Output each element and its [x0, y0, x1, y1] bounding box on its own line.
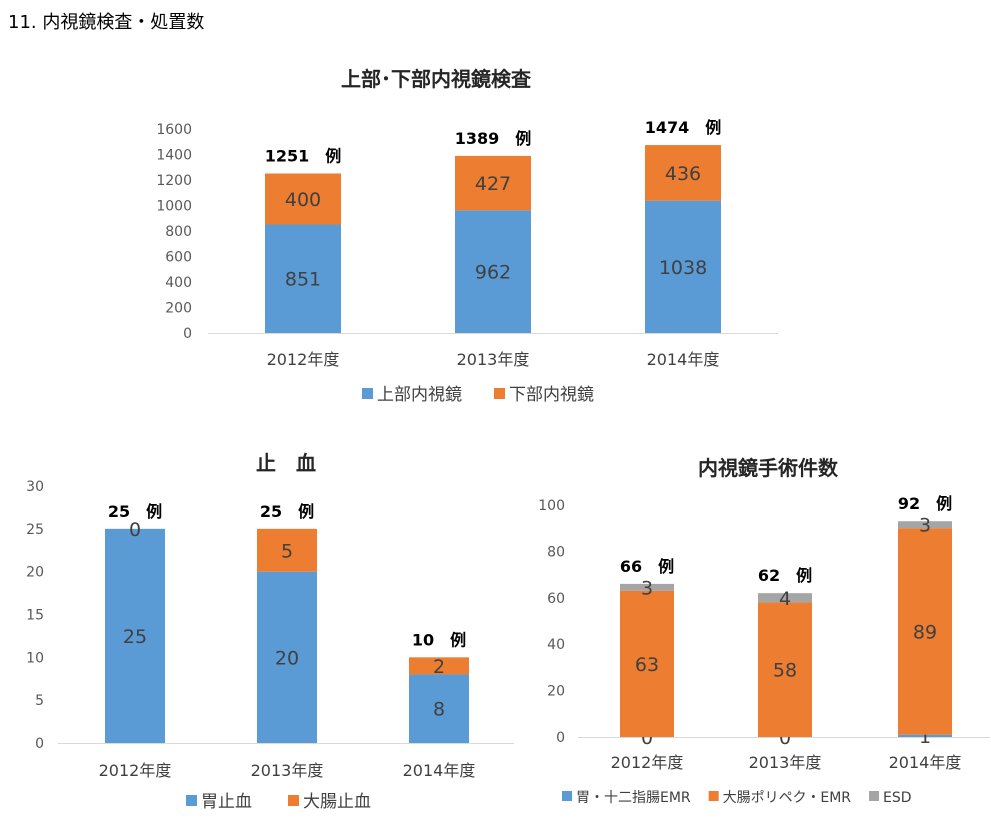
hemostasis-ytick-1: 5 [35, 693, 44, 709]
surgery-value-label-2-2: 3 [919, 515, 931, 537]
surgery-bar-0-series-2 [620, 583, 674, 591]
endoscopy-value-label-2-1: 436 [665, 163, 701, 185]
endoscopy-ytick-2: 400 [165, 275, 192, 291]
hemostasis-bar-0-series-0 [105, 528, 165, 743]
hemostasis-value-label-1-1: 5 [281, 540, 293, 562]
endoscopy-legend-label-1: 下部内視鏡 [509, 385, 594, 405]
surgery-legend-label-2: ESD [883, 790, 912, 806]
endoscopy-value-label-1-0: 962 [475, 262, 511, 284]
endoscopy-bar-2-series-0 [645, 200, 721, 333]
hemostasis-legend-swatch-0 [186, 795, 197, 806]
endoscopy-value-label-2-0: 1038 [659, 257, 707, 279]
surgery-total-label-0: 66 例 [620, 557, 674, 576]
surgery-category-2: 2014年度 [889, 753, 962, 772]
endoscopy-ytick-0: 0 [183, 326, 192, 342]
hemostasis-value-label-2-1: 2 [433, 656, 445, 678]
surgery-legend-swatch-0 [562, 791, 572, 801]
surgery-category-0: 2012年度 [611, 753, 684, 772]
hemostasis-total-label-0: 25 例 [108, 502, 162, 521]
page-title: 11. 内視鏡検査・処置数 [8, 12, 205, 33]
hemostasis-value-label-0-1: 0 [129, 519, 141, 541]
endoscopy-total-label-0: 1251 例 [265, 146, 342, 165]
hemostasis-ytick-2: 10 [26, 650, 44, 666]
endoscopy-ytick-5: 1000 [156, 199, 192, 215]
hemostasis-ytick-6: 30 [26, 479, 44, 495]
surgery-category-1: 2013年度 [749, 753, 822, 772]
hemostasis-category-2: 2014年度 [403, 761, 476, 780]
surgery-ytick-3: 60 [547, 591, 565, 607]
endoscopy-ytick-6: 1200 [156, 173, 192, 189]
hemostasis-total-label-1: 25 例 [260, 502, 314, 521]
surgery-bar-0-series-1 [620, 590, 674, 737]
surgery-ytick-1: 20 [547, 684, 565, 700]
hemostasis-title: 止 血 [256, 451, 316, 475]
endoscopy-legend-swatch-0 [362, 388, 373, 399]
surgery-ytick-2: 40 [547, 637, 565, 653]
hemostasis-ytick-5: 25 [26, 522, 44, 538]
endoscopy-ytick-3: 600 [165, 250, 192, 266]
endoscopy-value-label-1-1: 427 [475, 173, 511, 195]
hemostasis-legend-label-0: 胃止血 [201, 792, 252, 812]
surgery-total-label-2: 92 例 [898, 494, 952, 513]
hemostasis-ytick-4: 20 [26, 565, 44, 581]
surgery-value-label-1-2: 4 [779, 588, 791, 610]
surgery-total-label-1: 62 例 [758, 566, 812, 585]
hemostasis-category-0: 2012年度 [99, 761, 172, 780]
hemostasis-ytick-3: 15 [26, 608, 44, 624]
endoscopy-value-label-0-1: 400 [285, 189, 321, 211]
endoscopy-ytick-7: 1400 [156, 148, 192, 164]
endoscopy-category-0: 2012年度 [267, 350, 340, 369]
hemostasis-value-label-0-0: 25 [123, 626, 147, 648]
surgery-value-label-2-1: 89 [913, 621, 937, 643]
hemostasis-legend-label-1: 大腸止血 [303, 792, 371, 812]
surgery-legend-swatch-1 [708, 791, 719, 801]
surgery-legend-label-0: 胃・十二指腸EMR [576, 790, 691, 806]
surgery-legend-label-1: 大腸ポリペク・EMR [723, 790, 852, 806]
endoscopy-total-label-2: 1474 例 [645, 118, 722, 137]
hemostasis-category-1: 2013年度 [251, 761, 324, 780]
surgery-bar-2-series-0 [898, 734, 952, 737]
surgery-value-label-0-1: 63 [635, 654, 659, 676]
endoscopy-total-label-1: 1389 例 [455, 129, 532, 148]
hemostasis-value-label-1-0: 20 [275, 647, 299, 669]
endoscopy-bar-0-series-0 [265, 224, 341, 333]
endoscopy-bar-2-series-1 [645, 145, 721, 201]
hemostasis-ytick-0: 0 [35, 736, 44, 752]
surgery-value-label-0-2: 3 [641, 577, 653, 599]
surgery-bar-2-series-2 [898, 521, 952, 529]
hemostasis-bar-1-series-0 [257, 571, 317, 743]
endoscopy-legend-swatch-1 [494, 388, 505, 399]
hemostasis-value-label-2-0: 8 [433, 699, 445, 721]
hemostasis-bar-2-series-0 [409, 674, 469, 743]
hemostasis-total-label-2: 10 例 [412, 630, 466, 649]
endoscopy-ytick-4: 800 [165, 224, 192, 240]
hemostasis-legend-swatch-1 [288, 795, 299, 806]
endoscopy-value-label-0-0: 851 [285, 269, 321, 291]
endoscopy-bar-1-series-0 [455, 210, 531, 333]
endoscopy-title: 上部･下部内視鏡検査 [341, 67, 531, 91]
endoscopy-category-2: 2014年度 [647, 350, 720, 369]
surgery-bar-1-series-2 [758, 593, 812, 603]
surgery-bar-2-series-1 [898, 528, 952, 735]
surgery-title: 内視鏡手術件数 [698, 456, 839, 480]
hemostasis-bar-1-series-1 [257, 528, 317, 572]
endoscopy-legend-label-0: 上部内視鏡 [377, 385, 462, 405]
surgery-ytick-4: 80 [547, 544, 565, 560]
endoscopy-category-1: 2013年度 [457, 350, 530, 369]
hemostasis-bar-2-series-1 [409, 657, 469, 675]
surgery-legend-swatch-2 [869, 791, 880, 801]
endoscopy-bar-1-series-1 [455, 155, 531, 211]
surgery-value-label-1-1: 58 [773, 660, 797, 682]
endoscopy-bar-0-series-1 [265, 173, 341, 225]
surgery-ytick-0: 0 [556, 730, 565, 746]
endoscopy-ytick-1: 200 [165, 301, 192, 317]
surgery-bar-1-series-1 [758, 602, 812, 737]
surgery-ytick-5: 100 [538, 498, 565, 514]
endoscopy-ytick-8: 1600 [156, 122, 192, 138]
